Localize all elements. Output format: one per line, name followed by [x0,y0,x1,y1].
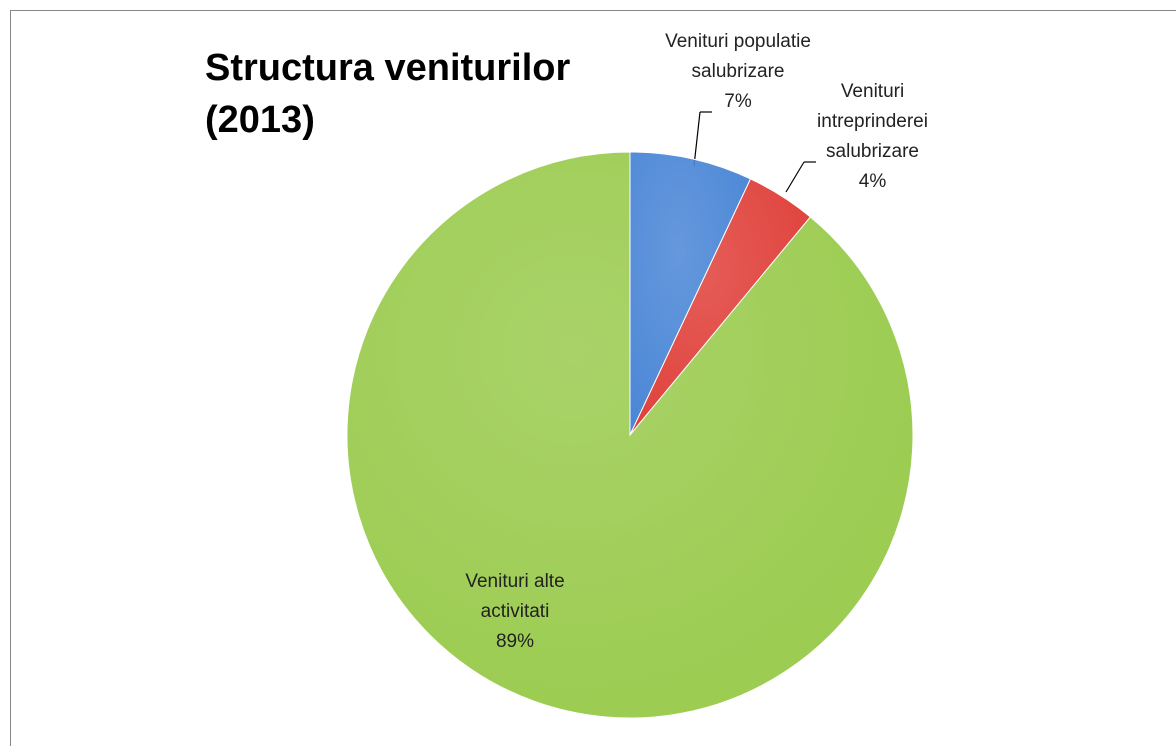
value-label: 4% [858,171,887,192]
slice-label: Venituri alte activitati 89% [440,567,590,657]
slice-label: Venituri intreprinderei salubrizare 4% [795,77,950,197]
leader-line [693,111,701,167]
value-label: 89% [495,631,535,652]
category-label: Venituri populatie salubrizare [665,31,811,82]
leader-line [785,161,805,193]
pie-slice [346,151,914,719]
pie-slice [629,151,752,436]
chart-frame [10,10,1176,746]
slice-label: Venituri populatie salubrizare 7% [628,27,848,117]
category-label: Venituri intreprinderei salubrizare [817,81,928,162]
chart-title: Structura veniturilor (2013) [205,47,571,141]
category-label: Venituri alte activitati [465,571,565,622]
value-label: 7% [724,91,752,112]
